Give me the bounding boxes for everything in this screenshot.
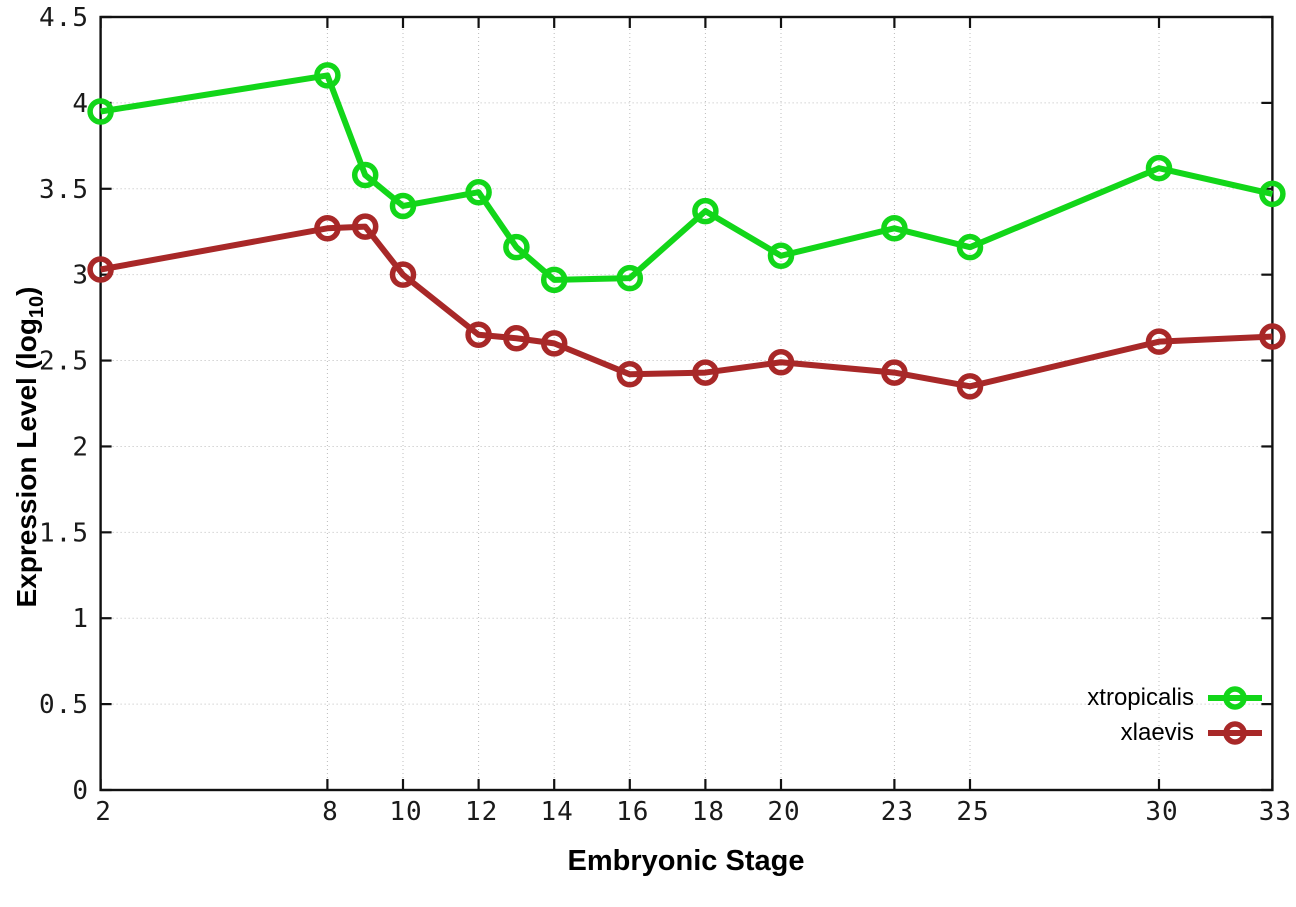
legend-label-xlaevis: xlaevis <box>1120 719 1194 746</box>
data-point-xlaevis <box>1145 328 1173 355</box>
data-point-xlaevis <box>389 261 417 288</box>
legend: xtropicalis xlaevis <box>1087 684 1264 747</box>
x-tick-label: 12 <box>465 797 498 827</box>
data-point-xtropicalis <box>465 178 492 206</box>
x-tick-label: 2 <box>95 797 112 827</box>
data-point-xtropicalis <box>314 62 341 89</box>
y-tick-label: 2.5 <box>39 347 89 377</box>
x-tick-label: 10 <box>389 797 422 827</box>
legend-marker-circle-icon <box>1208 721 1262 745</box>
x-tick-label: 16 <box>616 797 649 827</box>
data-point-xtropicalis <box>389 192 417 220</box>
y-tick-label: 2 <box>72 432 89 462</box>
y-tick-label: 3 <box>72 261 89 291</box>
data-point-xlaevis <box>314 215 341 242</box>
y-axis-title-text: Expression Level (log <box>11 318 42 608</box>
data-point-xtropicalis <box>692 197 719 225</box>
x-tick-label: 23 <box>881 797 914 827</box>
data-point-xtropicalis <box>1259 180 1286 208</box>
x-tick-label: 8 <box>322 797 339 827</box>
data-point-xlaevis <box>1259 323 1286 350</box>
series-line-xlaevis <box>100 223 1273 390</box>
y-axis-title-subscript: 10 <box>26 295 48 319</box>
data-point-xlaevis <box>881 359 908 386</box>
data-point-xtropicalis <box>956 233 984 261</box>
data-point-xtropicalis <box>881 215 908 242</box>
data-point-xtropicalis <box>351 161 379 189</box>
y-tick-label: 1.5 <box>39 518 89 548</box>
data-point-xtropicalis <box>616 264 644 292</box>
y-axis-title-suffix: ) <box>11 286 42 296</box>
x-tick-label: 14 <box>541 797 574 827</box>
y-tick-label: 0.5 <box>39 690 89 720</box>
data-point-xtropicalis <box>87 98 114 125</box>
x-tick-label: 25 <box>956 797 989 827</box>
x-tick-label: 18 <box>692 797 725 827</box>
data-point-xlaevis <box>540 330 568 357</box>
data-point-xlaevis <box>956 373 984 400</box>
series-line-xtropicalis <box>100 72 1274 283</box>
data-point-xlaevis <box>616 361 644 388</box>
y-tick-label: 4.5 <box>39 3 89 33</box>
y-axis-title: Expression Level (log10) <box>11 287 49 608</box>
x-tick-label: 33 <box>1259 797 1292 827</box>
data-point-xtropicalis <box>540 266 568 294</box>
data-point-xtropicalis <box>1145 154 1173 182</box>
x-axis-title: Embryonic Stage <box>567 845 805 877</box>
x-tick-label: 20 <box>767 797 800 827</box>
legend-item-xtropicalis: xtropicalis <box>1087 684 1264 712</box>
y-tick-label: 3.5 <box>39 175 89 205</box>
data-point-xtropicalis <box>503 233 530 261</box>
y-tick-label: 4 <box>72 89 89 119</box>
data-point-xlaevis <box>351 213 379 240</box>
legend-marker-circle-icon <box>1208 686 1262 710</box>
data-point-xlaevis <box>87 256 114 283</box>
legend-item-xlaevis: xlaevis <box>1121 719 1264 747</box>
data-point-xlaevis <box>465 321 492 349</box>
data-point-xlaevis <box>692 359 719 386</box>
x-tick-label: 30 <box>1145 797 1178 827</box>
plot-border <box>99 15 1274 792</box>
data-point-xlaevis <box>767 349 795 376</box>
y-tick-label: 1 <box>72 604 89 634</box>
y-tick-label: 0 <box>72 776 89 806</box>
data-point-xlaevis <box>503 324 530 352</box>
legend-label-xtropicalis: xtropicalis <box>1087 684 1194 711</box>
data-point-xtropicalis <box>767 242 795 270</box>
